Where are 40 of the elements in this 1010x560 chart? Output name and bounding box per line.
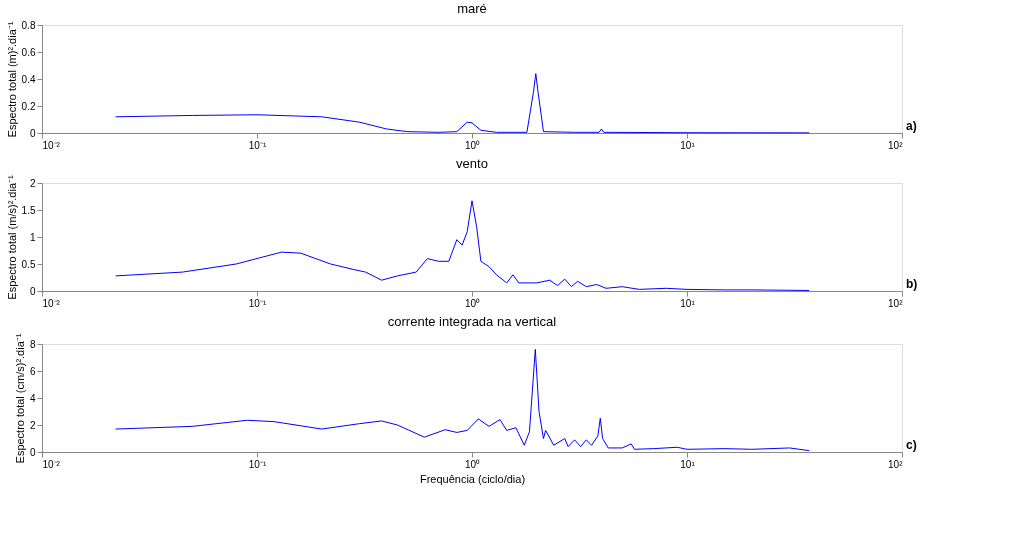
y-tick-label: 6 bbox=[29, 365, 36, 377]
x-tick-label: 10¹ bbox=[680, 458, 696, 470]
x-tick-label: 10⁻¹ bbox=[248, 458, 267, 470]
y-tick-label: 0.4 bbox=[21, 73, 36, 85]
x-tick-label: 10⁻² bbox=[42, 297, 61, 309]
x-tick-label: 10⁰ bbox=[464, 139, 481, 151]
text: a) bbox=[906, 119, 917, 133]
y-tick-label: 0 bbox=[29, 285, 36, 297]
y-tick-label: 0.5 bbox=[21, 258, 36, 270]
x-tick-label: 10⁻¹ bbox=[248, 139, 267, 151]
y-tick-label: 1.5 bbox=[21, 204, 36, 216]
chart-title: maré bbox=[457, 1, 487, 16]
x-tick-label: 10⁰ bbox=[464, 458, 481, 470]
x-tick-label: 10⁻² bbox=[42, 139, 61, 151]
x-tick-label: 10¹ bbox=[680, 297, 696, 309]
x-tick-label: 10⁰ bbox=[464, 297, 481, 309]
text: c) bbox=[906, 438, 917, 452]
y-tick-label: 2 bbox=[29, 419, 36, 431]
y-axis-title: Espectro total (m/s)².dia⁻¹ bbox=[5, 174, 18, 300]
x-axis-title: Frequência (ciclo/dia) bbox=[419, 472, 526, 485]
y-tick-label: 0 bbox=[29, 127, 36, 139]
chart-title: corrente integrada na vertical bbox=[387, 314, 557, 330]
y-tick-label: 4 bbox=[29, 392, 36, 404]
x-tick-label: 10⁻¹ bbox=[248, 297, 267, 309]
x-tick-label: 10² bbox=[888, 297, 904, 309]
text: b) bbox=[906, 277, 918, 291]
y-tick-label: 0.8 bbox=[21, 19, 36, 31]
x-tick-label: 10¹ bbox=[680, 139, 696, 151]
x-tick-label: 10⁻² bbox=[42, 458, 61, 470]
y-tick-label: 2 bbox=[29, 177, 36, 189]
y-axis-title: Espectro total (m)².dia⁻¹ bbox=[5, 21, 18, 138]
y-tick-label: 1 bbox=[29, 231, 36, 243]
y-tick-label: 0 bbox=[29, 446, 36, 458]
y-tick-label: 8 bbox=[29, 338, 36, 350]
chart-title: vento bbox=[456, 155, 488, 171]
x-tick-label: 10² bbox=[888, 139, 904, 151]
y-axis-title: Espectro total (cm/s)².dia⁻¹ bbox=[13, 333, 26, 464]
y-tick-label: 0.6 bbox=[21, 46, 36, 58]
x-tick-label: 10² bbox=[888, 458, 904, 470]
y-tick-label: 0.2 bbox=[21, 100, 36, 112]
